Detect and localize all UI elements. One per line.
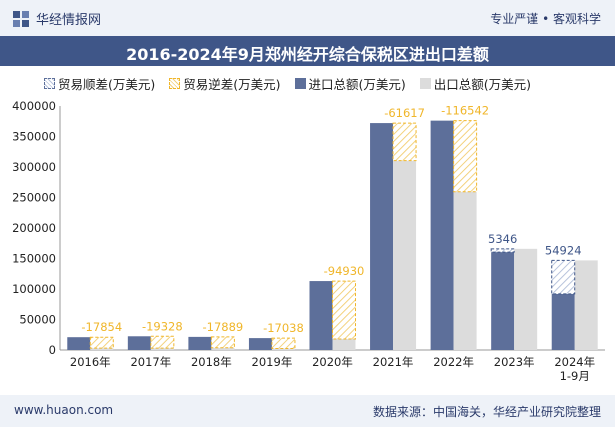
export-bar — [332, 338, 356, 350]
import-bar — [551, 293, 575, 350]
x-tick-label: 2018年 — [191, 355, 232, 369]
legend-label-trade-deficit: 贸易逆差(万美元) — [183, 77, 281, 92]
import-bar — [430, 120, 454, 350]
bar-chart: 0 50000 100000 150000 200000 250000 300000 3500… — [12, 99, 605, 383]
export-bar — [453, 191, 477, 350]
trade-deficit-bar — [150, 335, 175, 349]
trade-deficit-label: -19328 — [142, 319, 183, 333]
import-bar — [67, 337, 91, 350]
trade-deficit-label: -94930 — [324, 264, 365, 278]
trade-surplus-label: 54924 — [545, 243, 582, 257]
y-tick-label: 50000 — [19, 313, 56, 327]
top-bar: 华经情报网 专业严谨 • 客观科学 — [0, 0, 615, 36]
trade-deficit-bar — [210, 336, 235, 349]
trade-deficit-bar — [332, 280, 356, 340]
slogan: 专业严谨 • 客观科学 — [490, 12, 601, 26]
trade-surplus-bar — [490, 248, 515, 253]
legend-swatch-trade-deficit — [169, 78, 181, 89]
import-bar — [127, 336, 151, 350]
legend-label-import: 进口总额(万美元) — [308, 77, 406, 92]
y-tick-label: 350000 — [12, 130, 56, 144]
legend-item-import: 进口总额(万美元) — [294, 74, 406, 93]
data-source: 数据来源：中国海关，华经产业研究院整理 — [372, 405, 601, 419]
export-bar — [574, 260, 598, 350]
legend-item-export: 出口总额(万美元) — [419, 74, 532, 93]
chart-title: 2016-2024年9月郑州经开综合保税区进出口差额 — [126, 45, 489, 64]
x-tick-label: 1-9月 — [560, 369, 590, 383]
x-tick-label: 2022年 — [433, 355, 474, 369]
trade-deficit-label: -116542 — [441, 104, 489, 118]
x-tick-label: 2020年 — [312, 355, 353, 369]
trade-deficit-label: -61617 — [384, 106, 425, 120]
trade-surplus-bar — [551, 259, 576, 295]
import-bar — [370, 123, 394, 350]
trade-deficit-label: -17854 — [81, 320, 122, 334]
trade-deficit-label: -17889 — [203, 320, 244, 334]
trade-surplus-label: 5346 — [488, 232, 517, 246]
y-tick-label: 300000 — [12, 160, 56, 174]
x-tick-label: 2023年 — [494, 355, 535, 369]
footer: www.huaon.com 数据来源：中国海关，华经产业研究院整理 — [0, 395, 615, 427]
legend-item-trade-surplus: 贸易顺差(万美元) — [44, 74, 155, 93]
export-bar — [271, 348, 295, 350]
legend-swatch-trade-surplus — [44, 78, 55, 89]
legend-label-export: 出口总额(万美元) — [433, 77, 532, 92]
trade-deficit-bar — [271, 337, 296, 349]
legend-label-trade-surplus: 贸易顺差(万美元) — [58, 77, 156, 92]
import-bar — [309, 281, 333, 350]
trade-deficit-bar — [89, 336, 114, 349]
title-bar: 2016-2024年9月郑州经开综合保税区进出口差额 — [0, 36, 615, 66]
trade-deficit-bar — [392, 122, 417, 162]
x-tick-label: 2024年 — [554, 355, 595, 369]
y-tick-label: 0 — [49, 343, 56, 357]
export-bar — [514, 248, 538, 350]
legend-swatch-export — [419, 78, 431, 89]
legend: 贸易顺差(万美元) 贸易逆差(万美元) 进口总额(万美元) 出口总额(万美元) — [44, 74, 531, 93]
brand[interactable]: 华经情报网 — [12, 9, 101, 28]
export-bar — [211, 347, 235, 350]
brand-name: 华经情报网 — [36, 13, 102, 28]
legend-item-trade-deficit: 贸易逆差(万美元) — [169, 74, 281, 93]
trade-deficit-label: -17038 — [263, 321, 304, 335]
import-bar — [491, 252, 515, 350]
x-tick-label: 2016年 — [70, 355, 111, 369]
y-tick-label: 200000 — [12, 221, 56, 235]
y-tick-label: 250000 — [12, 191, 56, 205]
y-tick-label: 100000 — [12, 282, 56, 296]
site-url[interactable]: www.huaon.com — [14, 403, 114, 417]
huajing-logo-icon — [13, 10, 29, 27]
legend-swatch-import — [294, 78, 306, 89]
x-tick-label: 2019年 — [252, 355, 293, 369]
y-tick-label: 400000 — [12, 99, 56, 113]
import-bar — [188, 336, 212, 350]
x-tick-label: 2017年 — [130, 355, 171, 369]
x-tick-label: 2021年 — [373, 355, 414, 369]
export-bar — [393, 160, 417, 350]
y-tick-label: 150000 — [12, 252, 56, 266]
export-bar — [150, 348, 174, 350]
import-bar — [248, 338, 272, 350]
export-bar — [90, 348, 114, 350]
trade-deficit-bar — [453, 120, 478, 193]
